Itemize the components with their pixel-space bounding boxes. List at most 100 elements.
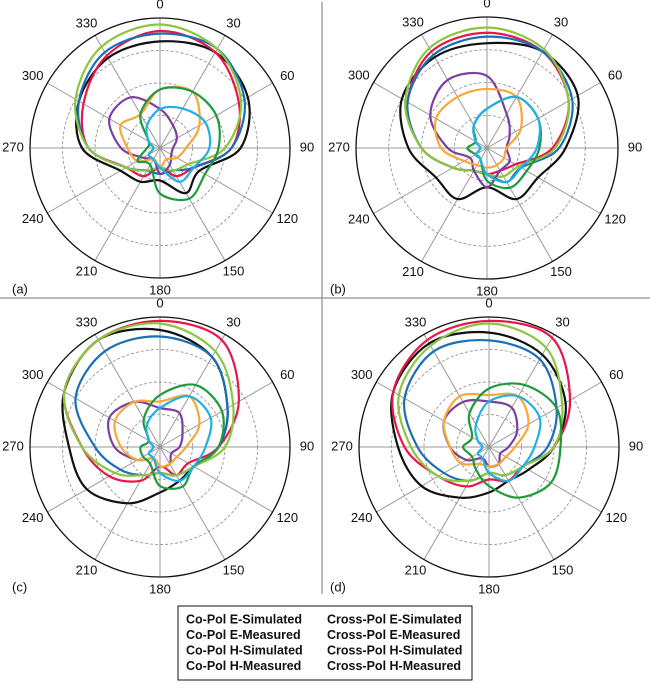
angle-tick-label: 60 [608, 67, 622, 82]
angular-grid [376, 381, 490, 448]
angle-tick-label: 180 [149, 581, 171, 596]
angle-tick-label: 90 [300, 139, 314, 154]
angle-tick-label: 270 [2, 139, 24, 154]
pattern-line [113, 394, 201, 468]
angular-grid [423, 446, 490, 560]
outer-circle [29, 17, 291, 279]
angle-tick-label: 270 [331, 438, 353, 453]
angular-grid [47, 147, 161, 214]
angle-tick-label: 0 [156, 0, 163, 11]
legend-entry: Cross-Pol E-Measured [327, 628, 460, 642]
angular-grid [159, 446, 226, 560]
angle-tick-label: 330 [402, 15, 424, 30]
legend-entry: Co-Pol H-Simulated [186, 643, 303, 657]
pattern-line [472, 95, 541, 184]
angle-tick-label: 30 [554, 15, 568, 30]
angle-tick-label: 120 [276, 510, 298, 525]
angle-tick-label: 60 [609, 367, 623, 382]
angle-tick-label: 300 [22, 68, 44, 83]
angle-tick-label: 150 [223, 263, 245, 278]
angular-grid [94, 147, 161, 261]
angular-grid [488, 334, 555, 448]
pattern-line [429, 71, 511, 189]
panel-label: (a) [12, 281, 28, 296]
pattern-line [461, 382, 563, 499]
angle-tick-label: 300 [351, 367, 373, 382]
angle-tick-label: 150 [223, 562, 245, 577]
angular-grid [488, 446, 555, 560]
outer-circle [358, 316, 620, 578]
angle-tick-label: 180 [149, 282, 171, 297]
angle-tick-label: 90 [629, 438, 643, 453]
angle-tick-label: 30 [555, 315, 569, 330]
angular-grid [159, 446, 273, 513]
angle-tick-label: 30 [226, 16, 240, 31]
pattern-line [108, 96, 178, 176]
angle-tick-label: 60 [280, 68, 294, 83]
angle-tick-label: 180 [476, 283, 498, 298]
panel-label: (d) [330, 579, 346, 594]
angle-tick-label: 30 [226, 315, 240, 330]
angle-tick-label: 180 [478, 581, 500, 596]
angular-grid [421, 34, 488, 149]
angular-grid [94, 35, 161, 149]
angular-grid [488, 446, 602, 513]
angular-grid [486, 147, 553, 262]
angular-grid [159, 334, 226, 448]
angle-tick-label: 90 [300, 438, 314, 453]
angle-tick-label: 270 [2, 438, 24, 453]
angle-tick-label: 270 [328, 139, 350, 154]
angle-tick-label: 0 [485, 295, 492, 310]
angle-tick-label: 300 [348, 67, 370, 82]
angle-tick-label: 90 [628, 139, 642, 154]
angle-tick-label: 150 [552, 562, 574, 577]
angle-tick-label: 120 [604, 211, 626, 226]
angular-grid [486, 82, 601, 149]
angle-tick-label: 60 [280, 367, 294, 382]
outer-circle [355, 16, 619, 280]
angular-grid [488, 381, 602, 448]
angular-grid [373, 147, 488, 214]
legend-entry: Cross-Pol H-Measured [327, 659, 461, 673]
angle-tick-label: 330 [405, 315, 427, 330]
pattern-line [145, 395, 213, 483]
pattern-line [466, 95, 542, 190]
pattern-line [474, 394, 542, 483]
angle-tick-label: 120 [605, 510, 627, 525]
legend-box [177, 605, 473, 681]
angle-tick-label: 210 [76, 562, 98, 577]
angle-tick-label: 300 [22, 367, 44, 382]
angular-grid [47, 381, 161, 448]
legend-entry: Co-Pol E-Simulated [186, 612, 302, 626]
angular-grid [376, 446, 490, 513]
angle-tick-label: 240 [22, 510, 44, 525]
pattern-line [391, 319, 572, 488]
pattern-line [145, 105, 212, 183]
angle-tick-label: 240 [351, 510, 373, 525]
angle-tick-label: 120 [276, 211, 298, 226]
panel-label: (b) [330, 281, 346, 296]
angular-grid [159, 147, 226, 261]
angle-tick-label: 210 [405, 562, 427, 577]
angular-grid [47, 446, 161, 513]
angular-grid [421, 147, 488, 262]
pattern-line [442, 392, 530, 468]
angle-tick-label: 240 [348, 211, 370, 226]
angular-grid [94, 334, 161, 448]
angle-tick-label: 0 [483, 0, 490, 10]
angle-tick-label: 240 [22, 211, 44, 226]
angular-grid [423, 334, 490, 448]
pattern-line [433, 87, 523, 169]
legend-entry: Cross-Pol H-Simulated [327, 643, 462, 657]
angle-tick-label: 210 [76, 263, 98, 278]
outer-circle [29, 316, 291, 578]
angle-tick-label: 0 [156, 295, 163, 310]
angle-tick-label: 150 [550, 264, 572, 279]
angular-grid [486, 34, 553, 149]
angle-tick-label: 330 [76, 16, 98, 31]
angular-grid [159, 381, 273, 448]
angle-tick-label: 210 [402, 264, 424, 279]
legend-entry: Cross-Pol E-Simulated [327, 612, 462, 626]
panel-label: (c) [12, 579, 27, 594]
